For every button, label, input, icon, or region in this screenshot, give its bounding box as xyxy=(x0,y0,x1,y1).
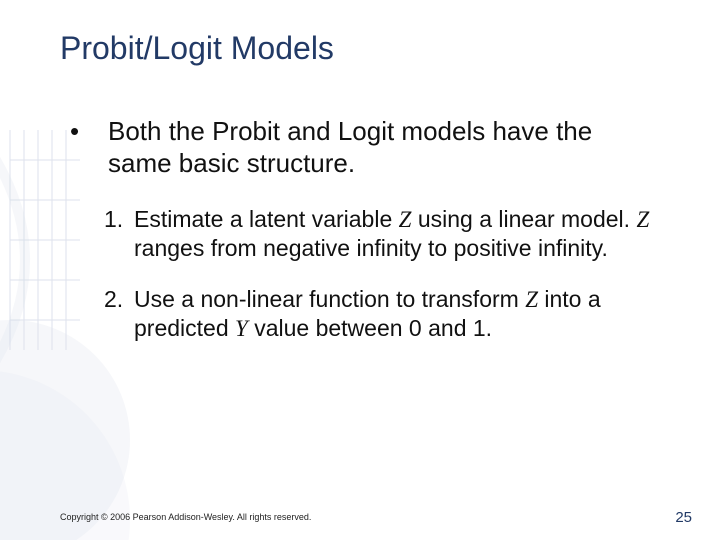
item-text: Estimate a latent variable Z using a lin… xyxy=(134,205,660,263)
text-part: Estimate a latent variable xyxy=(134,206,399,232)
text-part: using a linear model. xyxy=(411,206,636,232)
bullet-marker: • xyxy=(70,115,108,179)
text-part: Use a non-linear function to transform xyxy=(134,286,525,312)
text-part: value between 0 and 1. xyxy=(248,315,492,341)
math-variable: Z xyxy=(525,287,538,312)
slide-title: Probit/Logit Models xyxy=(60,30,334,67)
list-item: 1. Estimate a latent variable Z using a … xyxy=(104,205,660,263)
page-number: 25 xyxy=(675,509,692,526)
text-part: ranges from negative infinity to positiv… xyxy=(134,235,608,261)
math-variable: Z xyxy=(636,207,649,232)
item-text: Use a non-linear function to transform Z… xyxy=(134,285,660,343)
copyright-text: Copyright © 2006 Pearson Addison-Wesley.… xyxy=(60,512,311,522)
list-item: 2. Use a non-linear function to transfor… xyxy=(104,285,660,343)
item-number: 1. xyxy=(104,205,134,263)
bullet-text: Both the Probit and Logit models have th… xyxy=(108,115,660,179)
main-bullet: • Both the Probit and Logit models have … xyxy=(70,115,660,179)
slide: Probit/Logit Models • Both the Probit an… xyxy=(0,0,720,540)
math-variable: Y xyxy=(235,316,248,341)
math-variable: Z xyxy=(399,207,412,232)
item-number: 2. xyxy=(104,285,134,343)
slide-content: • Both the Probit and Logit models have … xyxy=(70,115,660,365)
